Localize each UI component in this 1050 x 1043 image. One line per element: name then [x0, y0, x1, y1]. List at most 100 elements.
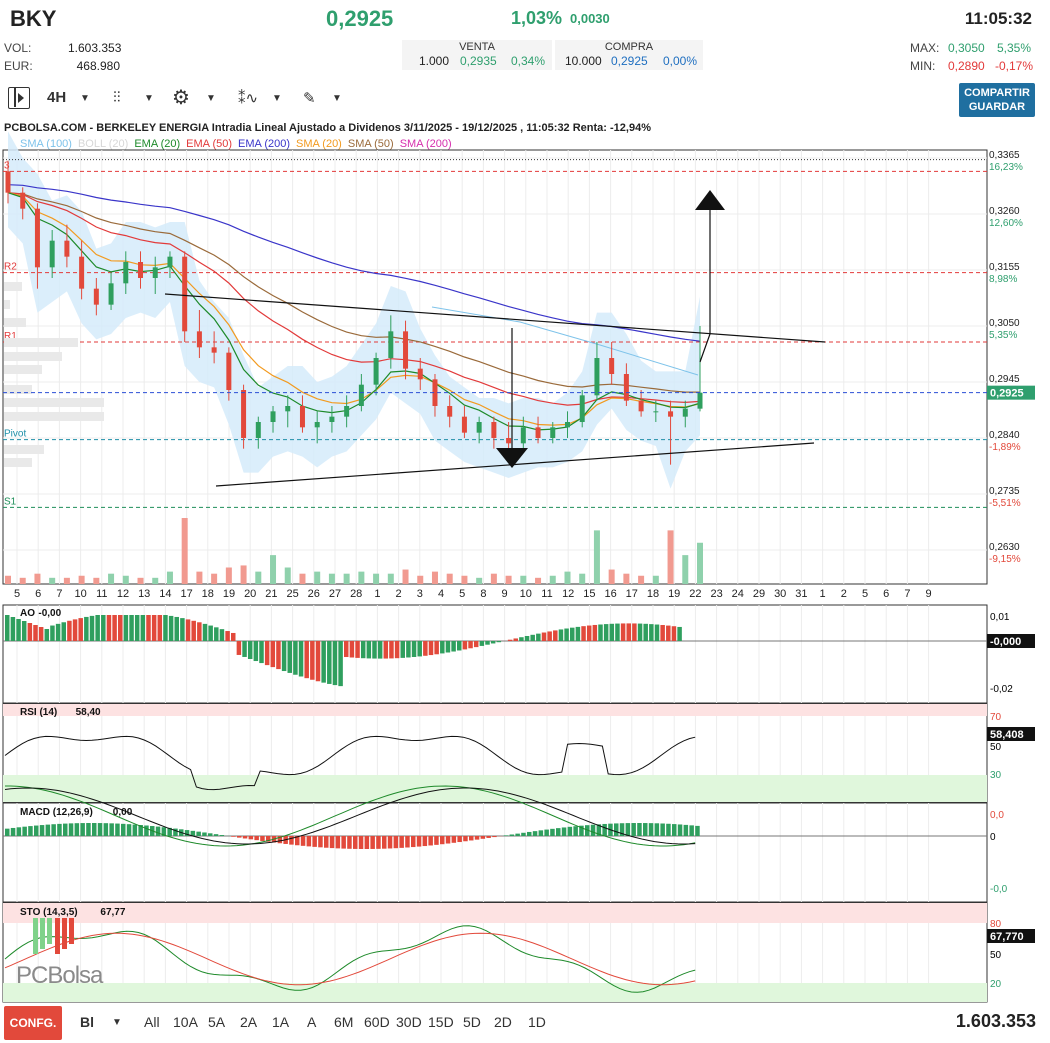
volume-bar [240, 565, 247, 584]
range-button[interactable]: All [144, 1014, 160, 1030]
macd-bar [579, 825, 584, 836]
panel-toggle-icon[interactable] [8, 87, 30, 109]
candles-icon[interactable]: ⫶⫶ [113, 89, 121, 106]
chevron-down-icon[interactable]: ▼ [272, 93, 282, 104]
volume-bar [270, 555, 277, 584]
candle-body [447, 406, 453, 417]
trendline-upper [164, 293, 826, 343]
candle-body [594, 358, 600, 396]
sto-mini-bar [62, 918, 67, 949]
chevron-down-icon[interactable]: ▼ [112, 1017, 122, 1028]
range-button[interactable]: 60D [364, 1014, 390, 1030]
candle-body [329, 416, 335, 422]
max-pct: 5,35% [997, 41, 1032, 55]
quote-time: 11:05:32 [964, 9, 1032, 28]
ao-bar [140, 615, 146, 641]
interval-select[interactable]: 4H [47, 89, 67, 106]
sto-d-line [4, 932, 696, 986]
macd-bar [480, 836, 486, 839]
range-button[interactable]: 1D [528, 1014, 546, 1030]
range-button[interactable]: 15D [428, 1014, 454, 1030]
chart-panel-frame [2, 802, 988, 903]
chevron-down-icon[interactable]: ▼ [80, 93, 90, 104]
sell-box: VENTA 1.000 0,2935 0,34% [402, 40, 552, 70]
range-button[interactable]: 5D [463, 1014, 481, 1030]
indicators-icon[interactable]: ⁑∿ [238, 90, 259, 107]
chevron-down-icon[interactable]: ▼ [206, 93, 216, 104]
pivot-level-label: Pivot [4, 429, 26, 440]
x-tick-label: 5 [14, 588, 20, 600]
legend-item[interactable]: SMA (20) [296, 138, 342, 150]
macd-bar [654, 823, 660, 836]
range-button[interactable]: 10A [173, 1014, 198, 1030]
y-tick-label: 0,3260 [989, 206, 1020, 217]
range-button[interactable]: 2D [494, 1014, 512, 1030]
gear-icon[interactable]: ⚙ [172, 87, 190, 109]
range-button[interactable]: 2A [240, 1014, 258, 1030]
config-button[interactable]: CONFG. [4, 1006, 62, 1040]
y-tick-pct: 5,35% [989, 330, 1017, 341]
legend-item[interactable]: SMA (50) [347, 138, 394, 150]
legend-item[interactable]: EMA (200) [238, 138, 290, 150]
macd-bar [74, 823, 80, 836]
ao-bar [626, 623, 631, 641]
ao-bar [377, 641, 383, 659]
ao-bar [242, 641, 247, 657]
range-button[interactable]: 5A [208, 1014, 226, 1030]
macd-bar [353, 836, 358, 849]
ao-bar [490, 641, 496, 644]
macd-bar [335, 836, 341, 849]
last-price-tag [987, 385, 1035, 400]
macd-bar [115, 823, 120, 836]
legend-item[interactable]: EMA (50) [186, 138, 233, 150]
ao-bar [383, 641, 389, 659]
volume-bar [5, 575, 11, 584]
ao-bar [247, 641, 253, 659]
range-button[interactable]: 30D [396, 1014, 422, 1030]
volume-profile-bar [4, 352, 62, 361]
legend-item[interactable]: SMA (100) [20, 138, 72, 150]
sto-oversold-zone [3, 983, 987, 1002]
x-tick-label: 12 [117, 588, 129, 600]
sto-tick: 20 [990, 979, 1002, 990]
bollinger-band [8, 131, 700, 489]
range-button[interactable]: 6M [334, 1014, 354, 1030]
legend-item[interactable]: BOLL (20) [77, 138, 129, 150]
volume-bar [34, 573, 41, 584]
share-save-button[interactable]: COMPARTIR GUARDAR [959, 83, 1035, 117]
ao-bar [598, 624, 603, 641]
macd-bar [213, 834, 219, 836]
ao-bar [112, 615, 117, 641]
macd-bar [660, 823, 665, 836]
ao-bar [524, 635, 530, 641]
ao-bar [38, 627, 44, 641]
ao-bar [315, 641, 321, 682]
ao-bar [123, 615, 129, 641]
ao-bar [677, 626, 682, 641]
candle-body [255, 422, 261, 438]
candle-body [417, 368, 423, 380]
range-button[interactable]: 1A [272, 1014, 290, 1030]
candle-body [93, 288, 99, 305]
macd-bar [219, 835, 225, 836]
pivot-level-label: S1 [4, 496, 17, 507]
range-button[interactable]: A [307, 1014, 317, 1030]
footer-volume: 1.603.353 [955, 1011, 1036, 1031]
chevron-down-icon[interactable]: ▼ [332, 93, 342, 104]
draw-tools-icon[interactable]: ✎ [303, 90, 316, 107]
ao-bar [406, 641, 411, 658]
ao-bar [355, 641, 360, 658]
ao-bar [338, 641, 343, 687]
legend-item[interactable]: EMA (20) [134, 138, 181, 150]
ao-bar [61, 622, 66, 641]
ao-bar [298, 641, 304, 677]
legend-item[interactable]: SMA (200) [399, 138, 452, 150]
mode-select[interactable]: Bl [80, 1014, 94, 1030]
ao-bar [270, 641, 276, 668]
x-tick-label: 18 [202, 588, 214, 600]
ao-bar [21, 621, 27, 641]
macd-bar [324, 836, 329, 848]
x-tick-label: 13 [138, 588, 150, 600]
chevron-down-icon[interactable]: ▼ [144, 93, 154, 104]
